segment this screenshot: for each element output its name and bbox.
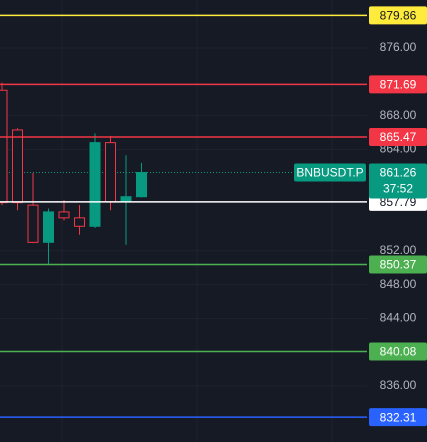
candle-body [12,129,23,204]
level-label-bg [369,75,427,94]
level-label: 832.31 [380,410,417,424]
symbol-label-bg [294,163,366,182]
candle-body [27,204,39,243]
level-label-bg [369,255,427,274]
y-tick-label: 844.00 [380,311,417,325]
level-label-bg [369,408,427,427]
symbol-label: BNBUSDT.P [296,166,363,180]
level-label: 850.37 [380,258,417,272]
candle-body [43,211,54,243]
level-label: 865.47 [380,130,417,144]
level-label: 871.69 [380,78,417,92]
y-tick-label: 836.00 [380,378,417,392]
candle-body [89,142,101,227]
candle-body [58,211,70,219]
candle-body [0,89,8,204]
level-label-bg [369,6,427,25]
countdown-label: 37:52 [383,182,413,196]
level-label: 840.08 [380,345,417,359]
price-label: 861.26 [380,166,417,180]
y-tick-label: 868.00 [380,108,417,122]
price-label-bg [369,163,427,199]
y-tick-label: 876.00 [380,40,417,54]
level-label-bg [369,127,427,146]
candle-body [105,142,116,203]
y-tick-label: 848.00 [380,277,417,291]
y-tick-label: 852.00 [380,243,417,257]
level-label-bg [369,342,427,361]
level-label: 879.86 [380,9,417,23]
candle-body [120,196,132,203]
candle-body [74,217,85,227]
candle-body [136,172,147,198]
